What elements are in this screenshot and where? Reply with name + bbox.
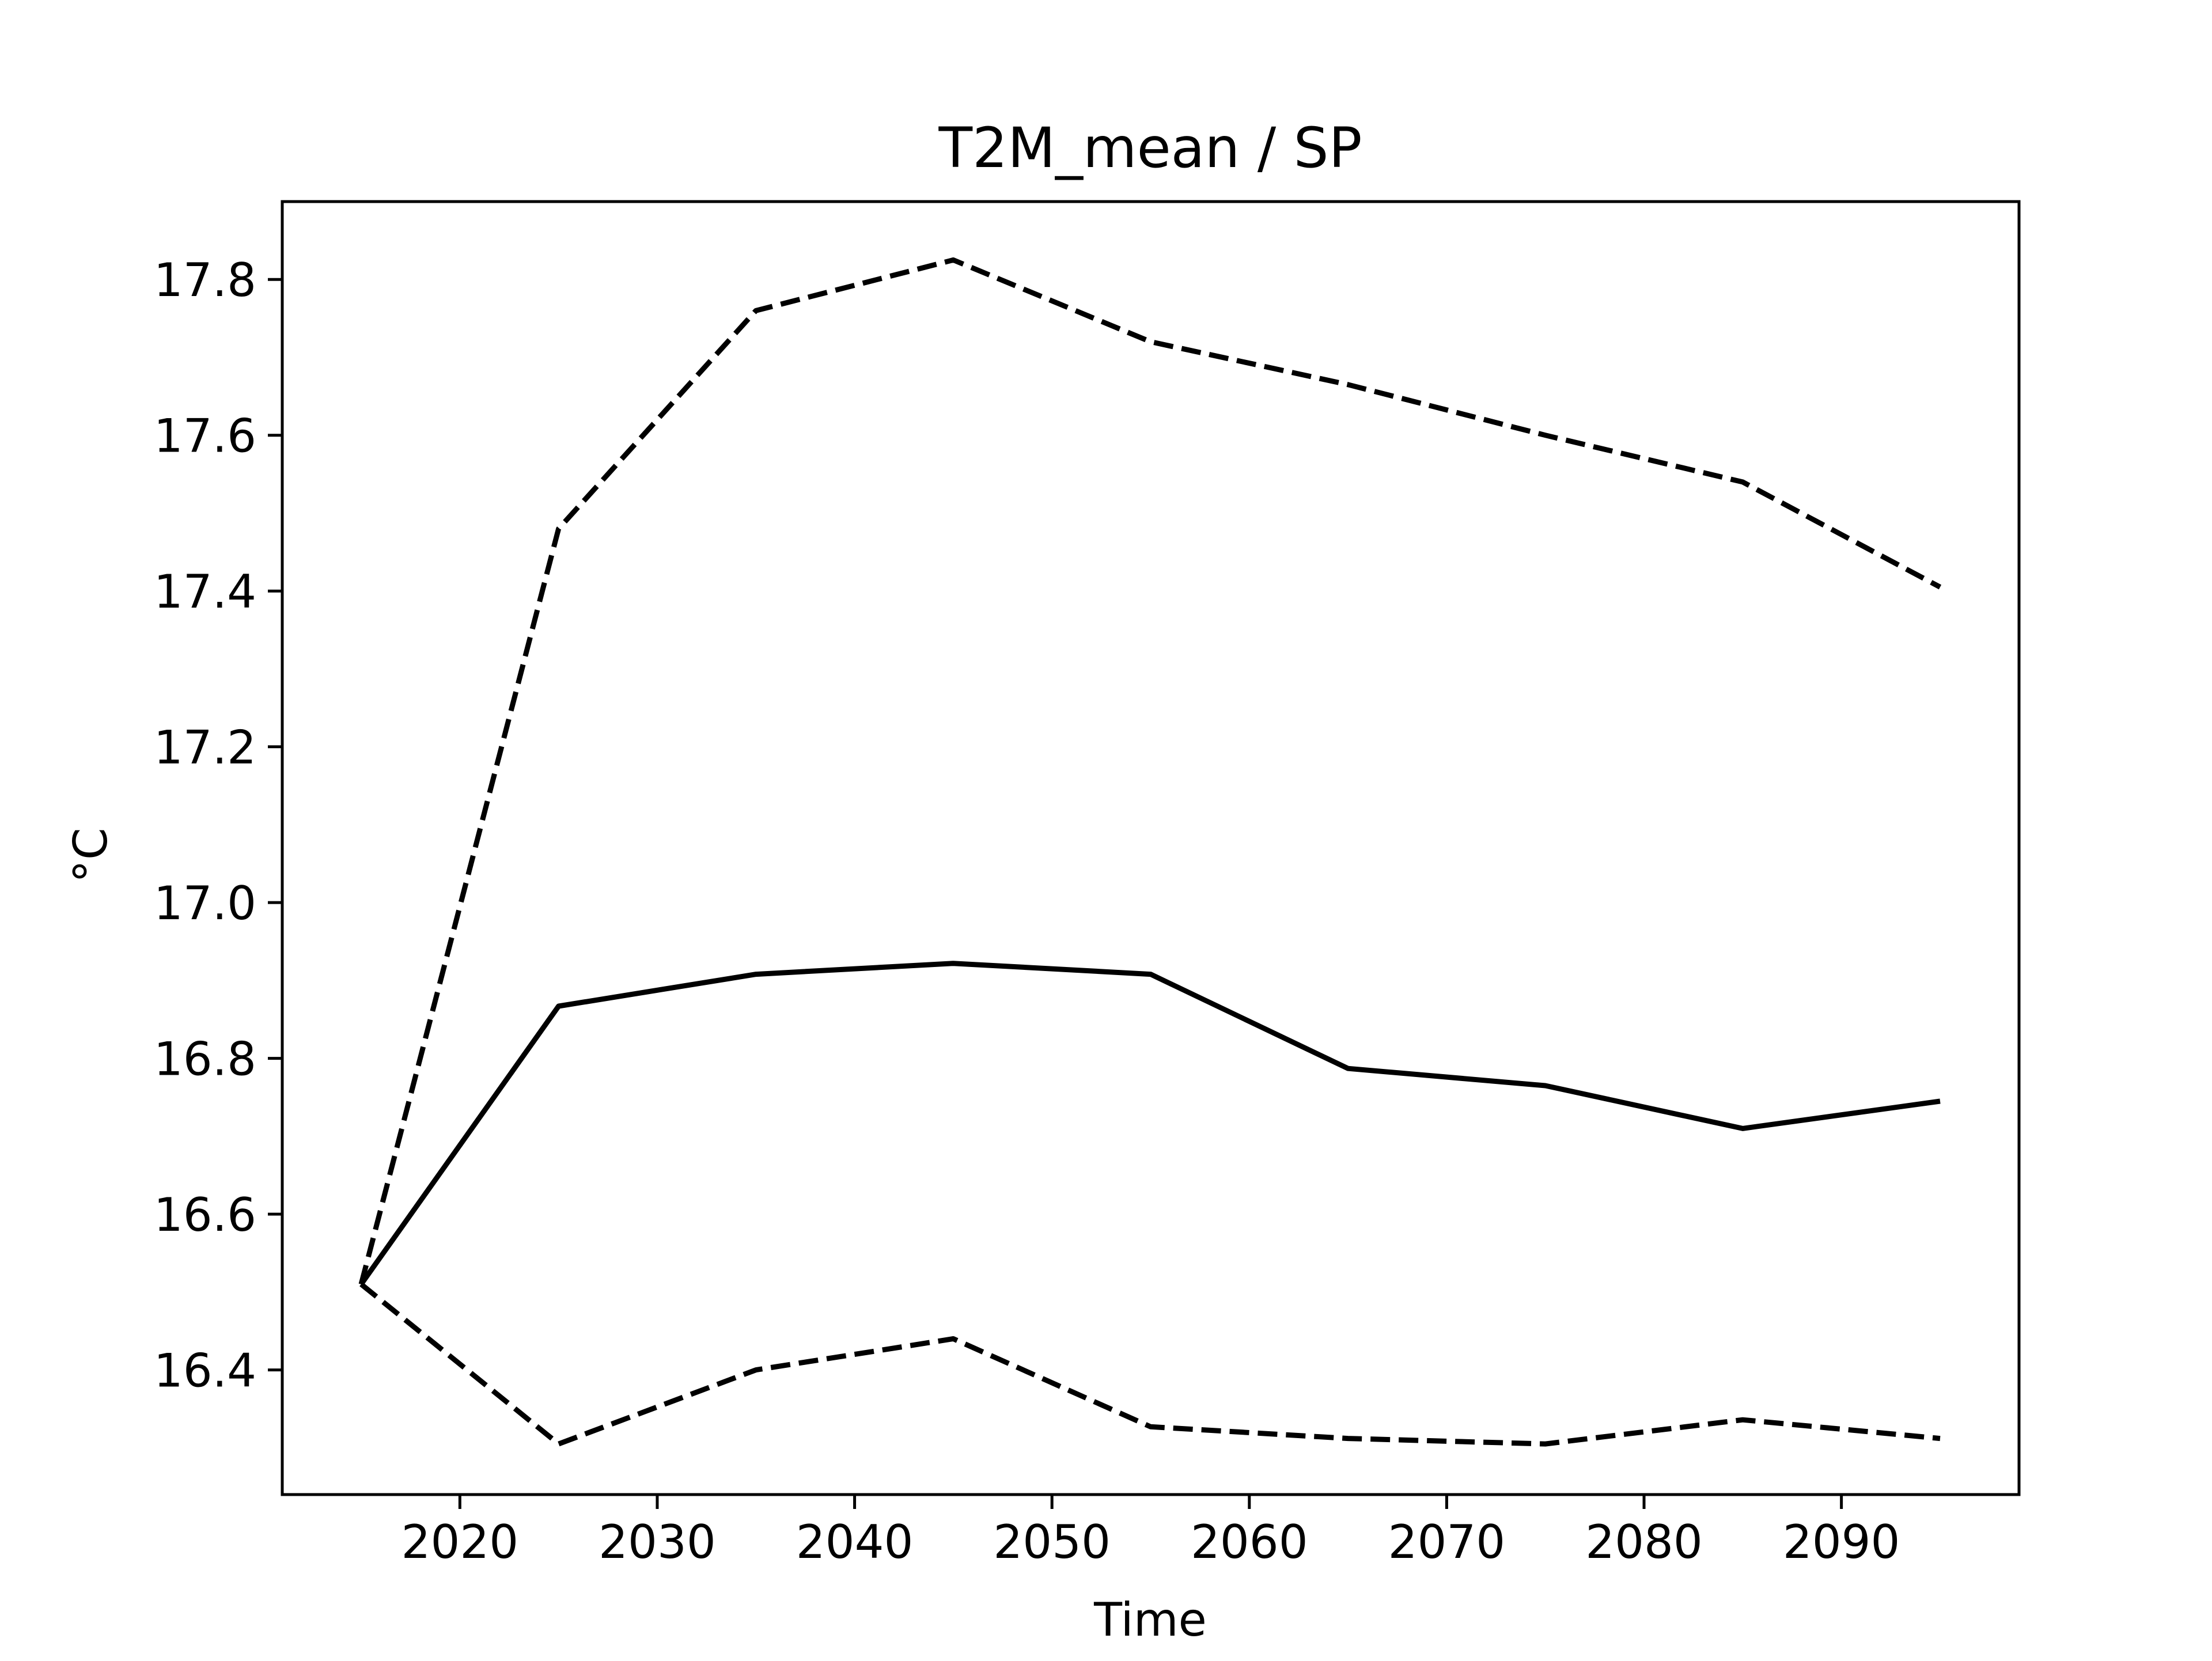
y-tick-label: 17.8 [154,253,256,307]
x-axis-label: Time [1093,1593,1207,1647]
y-tick-label: 17.0 [154,877,256,930]
x-tick-label: 2080 [1585,1515,1703,1569]
series-line-2 [359,961,1941,1286]
plot-area-frame [281,200,2021,1496]
x-tick-label: 2050 [993,1515,1111,1569]
x-tick-label: 2030 [599,1515,716,1569]
y-tick-label: 16.6 [154,1188,256,1242]
y-axis-label: °C [64,828,118,883]
x-tick-label: 2020 [402,1515,519,1569]
y-tick-label: 17.6 [154,409,256,463]
x-tick-label: 2090 [1783,1515,1900,1569]
y-tick-label: 17.4 [154,565,256,619]
x-tick-label: 2040 [796,1515,914,1569]
series-layer [358,257,1942,1447]
x-tick-label: 2060 [1191,1515,1308,1569]
series-line-3 [359,1282,1941,1447]
y-tick-label: 16.8 [154,1033,256,1086]
x-tick-label: 2070 [1388,1515,1506,1569]
y-tick-label: 16.4 [154,1344,256,1398]
series-line-1 [358,257,1942,1285]
chart-title: T2M_mean / SP [938,116,1362,180]
x-axis: 2020 2030 2040 2050 2060 2070 2080 2090 [402,1495,1900,1569]
y-axis: 16.4 16.6 16.8 17.0 17.2 17.4 17.6 17.8 [154,253,282,1398]
y-tick-label: 17.2 [154,721,256,775]
